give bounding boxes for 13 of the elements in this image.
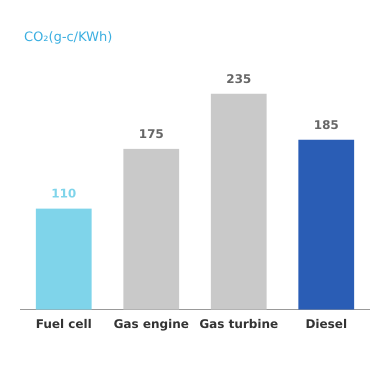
bar (298, 140, 354, 310)
bar (210, 94, 267, 310)
bar (36, 208, 92, 310)
x-tick-label: Gas turbine (199, 316, 278, 331)
data-label: 175 (138, 127, 164, 142)
bar (123, 148, 180, 310)
chart-title: CO₂(g-c/KWh) (24, 30, 112, 45)
data-label: 110 (51, 186, 76, 201)
data-label: 185 (314, 118, 339, 132)
x-tick-label: Fuel cell (36, 316, 92, 331)
x-tick-label: Gas engine (114, 316, 189, 331)
data-label: 235 (226, 72, 252, 86)
x-tick-label: Diesel (305, 316, 348, 331)
